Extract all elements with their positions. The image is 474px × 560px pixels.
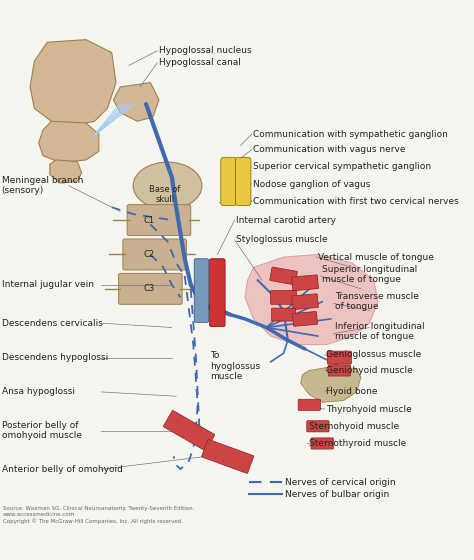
Text: Base of
skull: Base of skull [149,185,181,204]
Text: Styloglossus muscle: Styloglossus muscle [236,235,328,244]
FancyBboxPatch shape [328,365,351,376]
FancyBboxPatch shape [270,267,297,285]
Text: C1: C1 [143,216,154,225]
FancyBboxPatch shape [292,275,319,291]
Text: Superior longitudinal
muscle of tongue: Superior longitudinal muscle of tongue [322,264,418,284]
Text: Vertical muscle of tongue: Vertical muscle of tongue [318,253,434,262]
Text: Hyoid bone: Hyoid bone [327,388,378,396]
Text: Transverse muscle
of tongue: Transverse muscle of tongue [335,292,419,311]
FancyBboxPatch shape [236,157,251,206]
Polygon shape [301,366,361,402]
FancyBboxPatch shape [292,311,318,326]
Text: Descendens cervicalis: Descendens cervicalis [2,319,102,328]
FancyBboxPatch shape [194,259,209,323]
Text: Communication with sympathetic ganglion: Communication with sympathetic ganglion [254,130,448,139]
Text: Nodose ganglion of vagus: Nodose ganglion of vagus [254,180,371,189]
Polygon shape [30,40,116,125]
FancyBboxPatch shape [328,351,351,364]
Text: C2: C2 [144,250,155,259]
Text: Hypoglossal nucleus: Hypoglossal nucleus [159,46,252,55]
Text: Sternothyroid muscle: Sternothyroid muscle [310,439,407,448]
Text: Internal carotid artery: Internal carotid artery [236,216,336,225]
FancyBboxPatch shape [221,157,236,206]
Text: Communication with first two cervical nerves: Communication with first two cervical ne… [254,197,459,206]
Text: To
hyoglossus
muscle: To hyoglossus muscle [210,351,261,381]
Text: C3: C3 [143,284,154,293]
Text: Inferior longitudinal
muscle of tongue: Inferior longitudinal muscle of tongue [335,322,425,342]
FancyBboxPatch shape [311,438,333,449]
Polygon shape [50,160,82,183]
Ellipse shape [133,162,202,209]
Text: Genioglossus muscle: Genioglossus muscle [327,351,422,360]
Text: Geniohyoid muscle: Geniohyoid muscle [327,366,413,375]
Text: Communication with vagus nerve: Communication with vagus nerve [254,145,406,154]
FancyBboxPatch shape [292,294,319,310]
Text: Posterior belly of
omohyoid muscle: Posterior belly of omohyoid muscle [2,421,82,440]
Text: Hypoglossal canal: Hypoglossal canal [159,58,241,67]
Text: Sternohyoid muscle: Sternohyoid muscle [310,422,400,431]
FancyBboxPatch shape [298,399,320,410]
Polygon shape [113,83,159,122]
FancyBboxPatch shape [123,239,186,270]
FancyBboxPatch shape [118,273,182,304]
Text: Source: Waxman SG. Clinical Neuroanatomy. Twenty-Seventh Edition.
www.accessmedi: Source: Waxman SG. Clinical Neuroanatomy… [2,506,194,524]
Text: Nerves of cervical origin: Nerves of cervical origin [285,478,396,487]
Polygon shape [245,254,378,344]
FancyBboxPatch shape [201,440,254,473]
Text: Anterior belly of omohyoid: Anterior belly of omohyoid [2,465,123,474]
FancyBboxPatch shape [307,421,329,432]
Text: Nerves of bulbar origin: Nerves of bulbar origin [285,489,390,498]
FancyBboxPatch shape [210,259,225,326]
Text: Meningeal branch
(sensory): Meningeal branch (sensory) [2,176,83,195]
Text: Superior cervical sympathetic ganglion: Superior cervical sympathetic ganglion [254,162,432,171]
Text: Internal jugular vein: Internal jugular vein [2,280,94,289]
Polygon shape [39,122,99,162]
Text: Thyrohyoid muscle: Thyrohyoid muscle [327,405,412,414]
FancyBboxPatch shape [272,308,296,321]
Text: Ansa hypoglossi: Ansa hypoglossi [2,388,75,396]
FancyBboxPatch shape [127,204,191,236]
FancyBboxPatch shape [271,291,296,304]
FancyBboxPatch shape [164,410,215,451]
Text: Descendens hypoglossi: Descendens hypoglossi [2,353,108,362]
